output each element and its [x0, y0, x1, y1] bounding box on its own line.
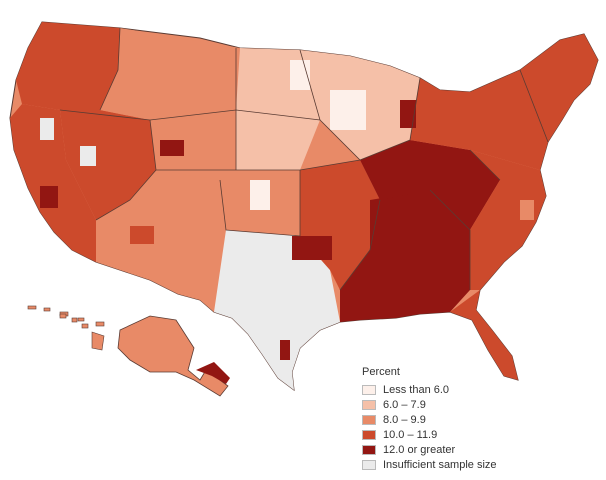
- region-florida: [450, 290, 518, 380]
- legend-swatch: [362, 429, 376, 440]
- legend-item: Less than 6.0: [362, 382, 592, 397]
- region-hawaii: [59, 313, 105, 351]
- legend-swatch: [362, 459, 376, 470]
- alaska-panhandle: [196, 362, 230, 384]
- region-northern-rockies: [100, 28, 240, 120]
- legend-item: 12.0 or greater: [362, 442, 592, 457]
- region-great-basin: [60, 110, 156, 220]
- region-alaska: [117, 315, 229, 397]
- legend-item: 8.0 – 9.9: [362, 412, 592, 427]
- legend-label: 8.0 – 9.9: [383, 413, 426, 426]
- region-deep-south: [340, 190, 470, 322]
- legend-swatch: [362, 414, 376, 425]
- state-borders: [59, 27, 549, 291]
- legend-swatch: [362, 399, 376, 410]
- legend-label: Less than 6.0: [383, 383, 450, 396]
- legend-item: Insufficient sample size: [362, 457, 592, 472]
- county-texture: [40, 50, 580, 360]
- legend-label: Insufficient sample size: [383, 458, 497, 471]
- legend-label: 6.0 – 7.9: [383, 398, 426, 411]
- legend-item: 6.0 – 7.9: [362, 397, 592, 412]
- legend-swatch: [362, 384, 376, 395]
- region-pacific-northwest: [16, 22, 120, 110]
- region-southwest: [96, 170, 226, 312]
- legend-label: 10.0 – 11.9: [383, 428, 438, 441]
- legend-title: Percent: [362, 366, 400, 378]
- region-southeast: [470, 150, 546, 290]
- map-legend: Percent Less than 6.0 6.0 – 7.9 8.0 – 9.…: [362, 366, 592, 472]
- legend-swatch: [362, 444, 376, 455]
- legend-label: 12.0 or greater: [383, 443, 456, 456]
- region-california: [10, 104, 96, 262]
- legend-item: 10.0 – 11.9: [362, 427, 592, 442]
- region-northeast: [410, 70, 548, 170]
